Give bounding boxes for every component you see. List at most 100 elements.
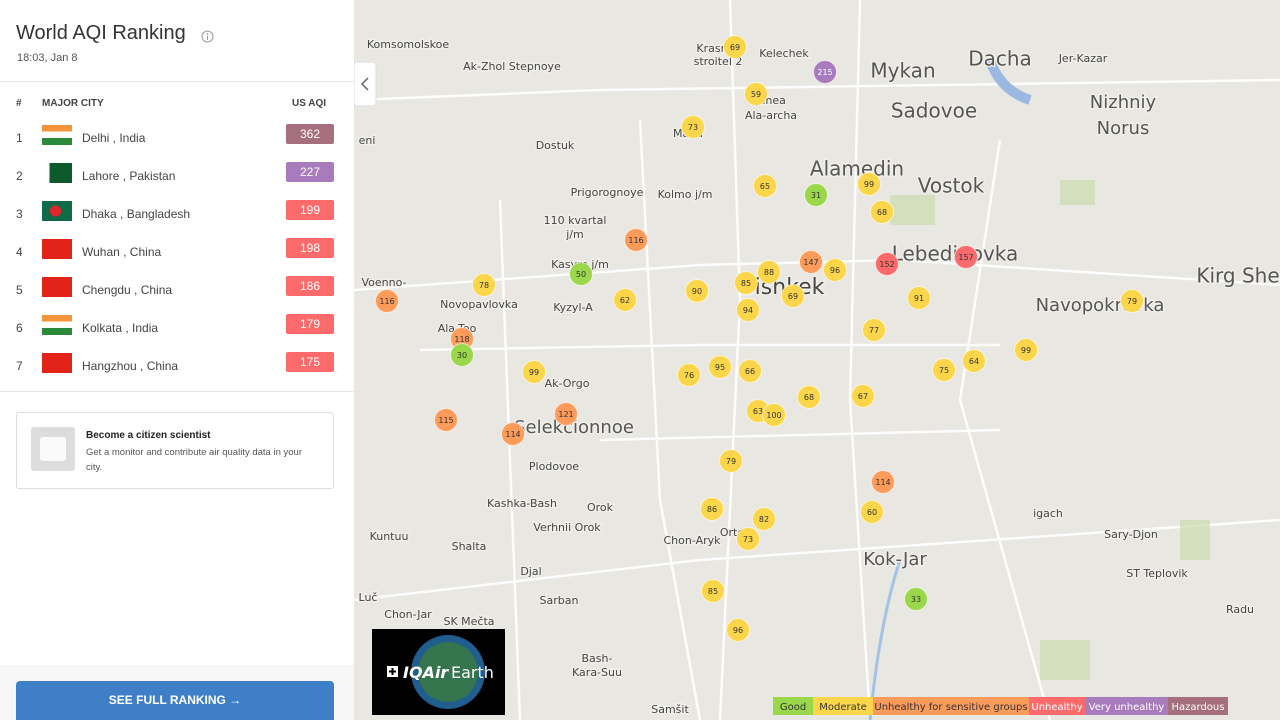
- place-label: Selekcionnoe: [514, 417, 634, 438]
- aqi-marker[interactable]: 96: [726, 618, 750, 642]
- aqi-marker[interactable]: 75: [932, 358, 956, 382]
- place-label: Plodovoe: [529, 460, 579, 473]
- collapse-button[interactable]: [354, 61, 377, 107]
- aqi-marker[interactable]: 116: [375, 289, 399, 313]
- aqi-marker[interactable]: 85: [701, 579, 725, 603]
- legend-label: Good: [780, 702, 806, 713]
- marker-value: 69: [788, 292, 798, 301]
- legend-label: Moderate: [819, 702, 867, 713]
- marker-dot: [624, 228, 648, 252]
- marker-value: 116: [379, 297, 394, 306]
- aqi-marker[interactable]: 95: [708, 355, 732, 379]
- aqi-marker[interactable]: 50: [569, 262, 593, 286]
- marker-dot: [781, 284, 805, 308]
- aqi-marker[interactable]: 79: [1120, 289, 1144, 313]
- aqi-marker[interactable]: 59: [744, 82, 768, 106]
- marker-dot: [719, 449, 743, 473]
- aqi-marker[interactable]: 66: [738, 359, 762, 383]
- marker-value: 121: [558, 410, 573, 419]
- marker-dot: [736, 527, 760, 551]
- marker-dot: [613, 288, 637, 312]
- marker-dot: [434, 408, 458, 432]
- place-label: Kok-Jar: [863, 549, 927, 570]
- marker-dot: [450, 343, 474, 367]
- aqi-marker[interactable]: 100: [762, 403, 786, 427]
- place-label: Navopokrovka: [1036, 295, 1165, 316]
- marker-value: 68: [877, 208, 887, 217]
- info-icon[interactable]: [201, 30, 214, 43]
- marker-dot: [904, 587, 928, 611]
- aqi-marker[interactable]: 73: [681, 115, 705, 139]
- aqi-marker[interactable]: 215: [813, 60, 837, 84]
- marker-value: 66: [745, 367, 755, 376]
- aqi-marker[interactable]: 85: [734, 271, 758, 295]
- marker-value: 65: [760, 182, 770, 191]
- aqi-marker[interactable]: 67: [851, 384, 875, 408]
- rank: 1: [16, 131, 23, 145]
- aqi-marker[interactable]: 82: [752, 507, 776, 531]
- see-full-ranking-button[interactable]: SEE FULL RANKING →: [16, 681, 334, 720]
- marker-dot: [708, 355, 732, 379]
- aqi-marker[interactable]: 147: [799, 250, 823, 274]
- aqi-marker[interactable]: 31: [804, 183, 828, 207]
- aqi-marker[interactable]: 114: [871, 470, 895, 494]
- aqi-marker[interactable]: 116: [624, 228, 648, 252]
- marker-value: 67: [858, 392, 868, 401]
- marker-value: 96: [830, 266, 840, 275]
- aqi-marker[interactable]: 99: [522, 360, 546, 384]
- city: Kolkata , India: [82, 321, 159, 335]
- aqi-marker[interactable]: 33: [904, 587, 928, 611]
- marker-value: 79: [726, 457, 736, 466]
- aqi-marker[interactable]: 114: [501, 422, 525, 446]
- aqi-marker[interactable]: 30: [450, 343, 474, 367]
- aqi-marker[interactable]: 90: [685, 279, 709, 303]
- aqi-marker[interactable]: 91: [907, 286, 931, 310]
- aqi-marker[interactable]: 157: [954, 245, 978, 269]
- aqi-marker[interactable]: 152: [875, 252, 899, 276]
- legend-swatch: [773, 697, 813, 715]
- marker-dot: [734, 271, 758, 295]
- marker-dot: [962, 349, 986, 373]
- aqi-marker[interactable]: 96: [823, 258, 847, 282]
- aqi-marker[interactable]: 68: [870, 200, 894, 224]
- aqi-marker[interactable]: 69: [723, 35, 747, 59]
- flag: [42, 277, 72, 297]
- aqi-marker[interactable]: 68: [797, 385, 821, 409]
- aqi-marker[interactable]: 73: [736, 527, 760, 551]
- aqi-marker[interactable]: 88: [757, 260, 781, 284]
- marker-dot: [375, 289, 399, 313]
- aqi-marker[interactable]: 77: [862, 318, 886, 342]
- marker-value: 60: [867, 508, 877, 517]
- aqi-marker[interactable]: 94: [736, 298, 760, 322]
- aqi-marker[interactable]: 99: [857, 172, 881, 196]
- aqi-marker[interactable]: 76: [677, 363, 701, 387]
- header: US AQI: [292, 98, 327, 109]
- aqi-marker[interactable]: 78: [472, 273, 496, 297]
- aqi-marker[interactable]: 60: [860, 500, 884, 524]
- aqi-marker[interactable]: 62: [613, 288, 637, 312]
- aqi-marker[interactable]: 115: [434, 408, 458, 432]
- aqi-marker[interactable]: 86: [700, 497, 724, 521]
- aqi-marker[interactable]: 64: [962, 349, 986, 373]
- city: Dhaka , Bangladesh: [82, 207, 191, 221]
- header: MAJOR CITY: [42, 98, 104, 109]
- place-label: Sadovoe: [891, 99, 977, 123]
- aqi-marker[interactable]: 99: [1014, 338, 1038, 362]
- aqi-marker[interactable]: 79: [719, 449, 743, 473]
- place-label: Luč: [359, 591, 378, 604]
- marker-dot: [726, 618, 750, 642]
- marker-dot: [738, 359, 762, 383]
- place-label: ST Teplovik: [1126, 567, 1188, 580]
- aqi-marker[interactable]: 69: [781, 284, 805, 308]
- citizen-card[interactable]: Become a citizen scientist Get a monitor…: [16, 412, 334, 489]
- city: Chengdu , China: [82, 283, 173, 297]
- marker-dot: [677, 363, 701, 387]
- flag: [42, 201, 72, 221]
- aqi-marker[interactable]: 65: [753, 174, 777, 198]
- marker-dot: [799, 250, 823, 274]
- flag: [42, 353, 72, 373]
- marker-dot: [871, 470, 895, 494]
- aqi-marker[interactable]: 121: [554, 402, 578, 426]
- place-label: Vostok: [918, 174, 985, 198]
